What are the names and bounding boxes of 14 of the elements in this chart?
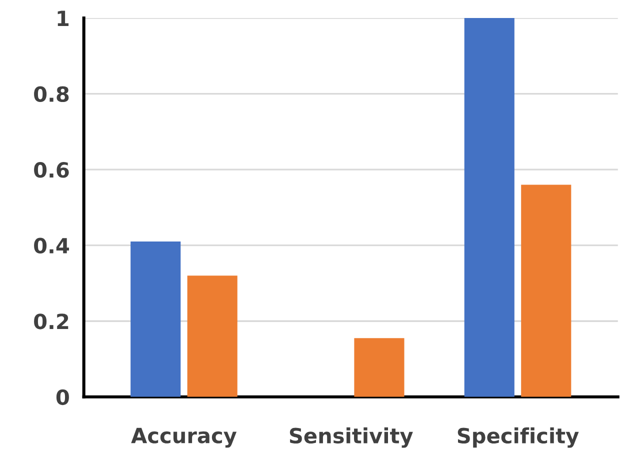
y-tick-label: 0 [56, 389, 69, 406]
bar [187, 276, 238, 397]
x-tick-label: Specificity [458, 427, 579, 448]
y-tick-label: 1 [58, 10, 69, 26]
bar [521, 184, 572, 397]
bar [354, 338, 404, 397]
bar [464, 18, 514, 397]
x-tick-label: Sensitivity [290, 427, 413, 448]
y-tick-label: 0.8 [34, 86, 69, 102]
y-tick-label: 0.6 [34, 162, 69, 178]
y-tick-label: 0.4 [34, 238, 69, 254]
y-tick-label: 0.2 [34, 314, 68, 330]
x-tick-label: Accuracy [131, 428, 237, 448]
bar [130, 242, 181, 397]
